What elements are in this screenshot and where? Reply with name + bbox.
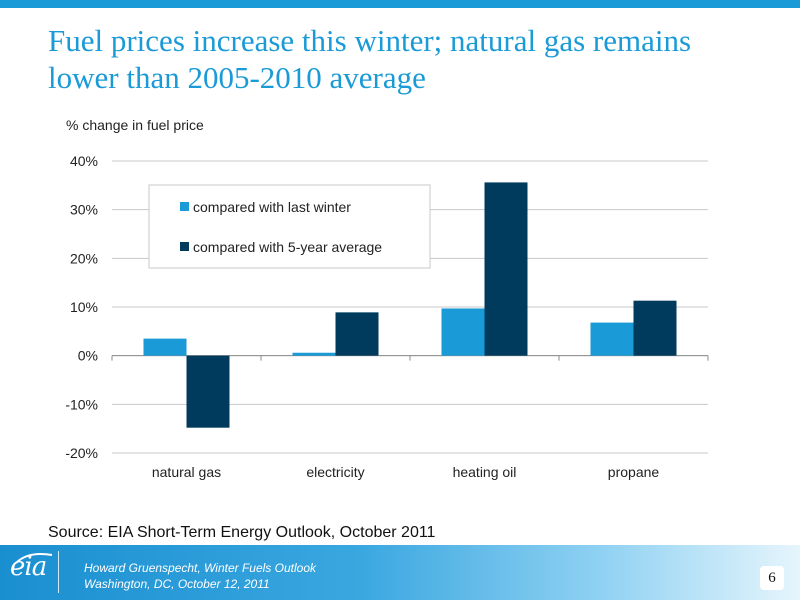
bar-electricity-series-2 [335, 312, 379, 356]
legend-swatch [180, 242, 189, 251]
source-note: Source: EIA Short-Term Energy Outlook, O… [48, 524, 436, 541]
x-tick-label: electricity [306, 464, 364, 480]
footer-divider [58, 551, 59, 593]
bars [143, 182, 677, 428]
y-tick-label: -20% [65, 445, 98, 461]
x-tick-labels: natural gas electricity heating oil propane [152, 464, 660, 480]
footer-band [0, 545, 800, 600]
presenter-line: Howard Gruenspecht, Winter Fuels Outlook [84, 561, 316, 575]
y-tick-label: 30% [70, 202, 98, 218]
eia-logo: eia [10, 552, 47, 582]
bar-electricity-series-1 [292, 352, 336, 356]
bar-propane-series-1 [590, 322, 634, 356]
x-tick-label: natural gas [152, 464, 221, 480]
bar-chart: 40% 30% 20% 10% 0% -10% -20% natural gas electr… [65, 153, 709, 480]
y-tick-label: 10% [70, 299, 98, 315]
top-accent-bar [0, 0, 800, 8]
legend: compared with last winter compared with 5… [148, 184, 431, 269]
x-tick-label: heating oil [453, 464, 517, 480]
y-tick-label: -10% [65, 396, 98, 412]
x-tick-label: propane [608, 464, 660, 480]
y-tick-labels: 40% 30% 20% 10% 0% -10% -20% [65, 153, 98, 461]
bar-heating-oil-series-1 [441, 308, 485, 356]
page-number: 6 [760, 566, 784, 590]
y-tick-label: 0% [78, 348, 98, 364]
y-tick-label: 40% [70, 153, 98, 169]
legend-entry: compared with last winter [193, 199, 351, 215]
bar-natural-gas-series-2 [186, 355, 230, 428]
y-tick-label: 20% [70, 250, 98, 266]
legend-entry: compared with 5-year average [193, 239, 382, 255]
bar-propane-series-2 [633, 300, 677, 356]
y-axis-label: % change in fuel price [66, 117, 204, 133]
slide-title: Fuel prices increase this winter; natura… [48, 23, 692, 95]
legend-box [148, 184, 431, 269]
bar-heating-oil-series-2 [484, 182, 528, 356]
legend-swatch [180, 202, 189, 211]
eia-swoosh-icon [15, 553, 53, 564]
bar-natural-gas-series-1 [143, 338, 187, 356]
location-date-line: Washington, DC, October 12, 2011 [84, 577, 270, 591]
